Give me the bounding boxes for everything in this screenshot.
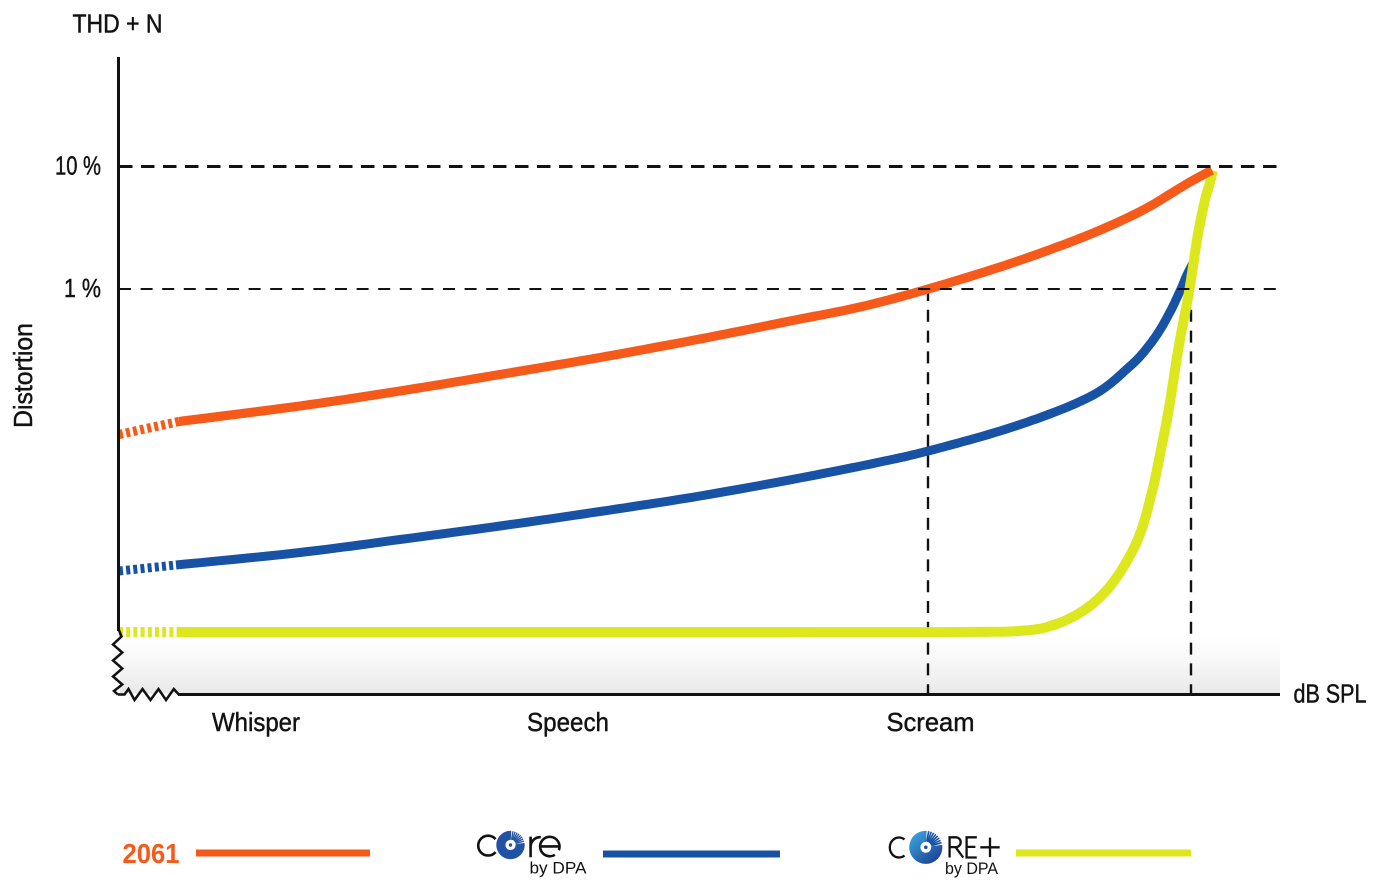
svg-text:Whisper: Whisper [212,707,300,737]
svg-text:dB SPL: dB SPL [1294,679,1367,709]
svg-text:by DPA: by DPA [530,859,588,878]
svg-text:by DPA: by DPA [945,859,999,878]
svg-text:2061: 2061 [123,838,180,869]
svg-text:Scream: Scream [887,707,975,737]
svg-text:Distortion: Distortion [8,323,38,428]
svg-text:Speech: Speech [527,707,609,737]
svg-text:10 %: 10 % [55,151,101,181]
svg-text:THD + N: THD + N [73,9,163,39]
svg-text:1 %: 1 % [64,273,101,303]
